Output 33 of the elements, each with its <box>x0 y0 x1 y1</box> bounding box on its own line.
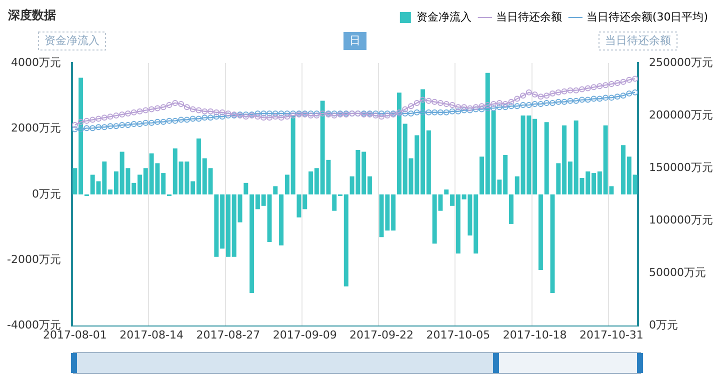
x-tick-label: 2017-08-27 <box>196 328 260 342</box>
legend-label: 当日待还余额 <box>496 10 562 24</box>
y-tick-label: 4000万元 <box>10 56 61 69</box>
y2-tick-label: 0万元 <box>649 318 678 332</box>
y-tick-label: -2000万元 <box>6 252 61 266</box>
bar <box>509 194 514 224</box>
text: 日 <box>349 34 360 47</box>
y-axis-title: 资金净流入 <box>44 34 100 47</box>
bar <box>444 189 449 194</box>
bar <box>544 122 549 194</box>
legend-label: 当日待还余额(30日平均) <box>586 10 708 24</box>
y-tick-label: 2000万元 <box>10 122 61 135</box>
x-tick-label: 2017-09-09 <box>272 328 337 342</box>
y2-tick-label: 250000万元 <box>649 56 714 69</box>
x-tick-label: 2017-10-18 <box>502 328 567 342</box>
bar <box>273 186 278 194</box>
y2-tick-label: 100000万元 <box>649 214 714 227</box>
y-tick-label: -4000万元 <box>6 318 61 332</box>
bar <box>279 194 284 246</box>
x-tick-label: 2017-10-05 <box>426 328 490 342</box>
bar <box>244 182 248 194</box>
x-tick-label: 2017-09-22 <box>350 328 414 342</box>
legend-label: 资金净流入 <box>416 10 472 24</box>
x-tick-label: 2017-10-31 <box>580 328 644 342</box>
y2-tick-label: 50000万元 <box>649 266 706 280</box>
y2-axis-title: 当日待还余额 <box>605 34 672 47</box>
bar <box>550 194 555 293</box>
bar <box>538 194 543 270</box>
y2-tick-label: 200000万元 <box>649 108 714 122</box>
y-tick-label: 0万元 <box>32 187 61 200</box>
x-tick-label: 2017-08-14 <box>120 328 184 342</box>
y2-tick-label: 150000万元 <box>649 160 714 174</box>
chart-title: 深度数据 <box>7 8 56 22</box>
